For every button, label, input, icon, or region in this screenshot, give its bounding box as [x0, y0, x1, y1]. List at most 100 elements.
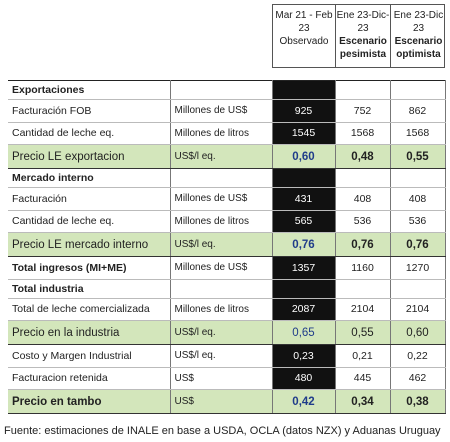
row-label: Precio en tambo — [8, 389, 171, 414]
cell-value: 1568 — [390, 122, 446, 145]
cell-value: 0,55 — [335, 320, 391, 345]
cell — [170, 168, 273, 188]
row-unit: Millones de litros — [170, 210, 273, 233]
row-unit: US$/l eq. — [170, 320, 273, 345]
table-row: Precio en la industria US$/l eq. 0,65 0,55 0… — [8, 320, 446, 345]
cell — [390, 80, 446, 100]
cell-value: 0,34 — [335, 389, 391, 414]
table-row: Costo y Margen Industrial US$/l eq. 0,23 0,… — [8, 344, 446, 368]
cell-value: 1545 — [272, 122, 336, 145]
cell-value: 0,22 — [390, 344, 446, 368]
cell-value: 1568 — [335, 122, 391, 145]
cell-value: 0,48 — [335, 144, 391, 169]
cell-value: 536 — [390, 210, 446, 233]
row-unit: US$/l eq. — [170, 144, 273, 169]
cell-value: 408 — [335, 187, 391, 211]
cell-value: 0,76 — [335, 232, 391, 257]
cell-value: 445 — [335, 367, 391, 390]
table-row: Facturación FOB Millones de US$ 925 752 862 — [8, 99, 446, 123]
cell-value: 480 — [272, 367, 336, 390]
table-row: Cantidad de leche eq. Millones de litros 1… — [8, 122, 446, 145]
cell-value: 0,60 — [390, 320, 446, 345]
column-header: Mar 21 - Feb 23 Observado — [273, 5, 336, 67]
cell-value: 565 — [272, 210, 336, 233]
cell-value: 0,55 — [390, 144, 446, 169]
cell-value: 862 — [390, 99, 446, 123]
column-scenario: Escenario optimista — [394, 36, 443, 60]
cell — [335, 278, 391, 299]
cell-value: 0,23 — [272, 344, 336, 368]
cell-value: 1270 — [390, 256, 446, 280]
column-header: Ene 23-Dic-23 Escenario pesimista — [336, 5, 391, 67]
table-row: Precio en tambo US$ 0,42 0,34 0,38 — [8, 389, 446, 414]
cell-value: 2087 — [272, 298, 336, 321]
cell — [272, 168, 336, 188]
row-unit: Millones de litros — [170, 298, 273, 321]
cell-value: 0,76 — [272, 232, 336, 257]
column-headers: Mar 21 - Feb 23 Observado Ene 23-Dic-23 Esc… — [272, 4, 445, 68]
cell — [272, 80, 336, 100]
row-unit: Millones de US$ — [170, 99, 273, 123]
row-label: Cantidad de leche eq. — [8, 210, 171, 233]
row-label: Total ingresos (MI+ME) — [8, 256, 171, 280]
cell-value: 0,38 — [390, 389, 446, 414]
row-label: Facturación FOB — [8, 99, 171, 123]
row-label: Precio LE exportacion — [8, 144, 171, 169]
section-row: Exportaciones — [8, 80, 446, 100]
column-period: Mar 21 - Feb 23 — [275, 10, 333, 34]
source-note: Fuente: estimaciones de INALE en base a … — [4, 425, 441, 437]
cell-value: 752 — [335, 99, 391, 123]
cell-value: 0,60 — [272, 144, 336, 169]
table-row: Cantidad de leche eq. Millones de litros 5… — [8, 210, 446, 233]
column-scenario: Observado — [279, 36, 329, 47]
cell-value: 925 — [272, 99, 336, 123]
row-unit: US$/l eq. — [170, 232, 273, 257]
row-label: Costo y Margen Industrial — [8, 344, 171, 368]
row-unit: Millones de litros — [170, 122, 273, 145]
table-row: Total de leche comercializada Millones de… — [8, 298, 446, 321]
row-unit: US$ — [170, 367, 273, 390]
row-unit: US$ — [170, 389, 273, 414]
cell-value: 462 — [390, 367, 446, 390]
table-row: Precio LE exportacion US$/l eq. 0,60 0,48 0,… — [8, 144, 446, 169]
cell-value: 2104 — [335, 298, 391, 321]
row-label: Precio LE mercado interno — [8, 232, 171, 257]
cell — [390, 168, 446, 188]
row-label: Total industria — [8, 278, 171, 299]
cell-value: 0,21 — [335, 344, 391, 368]
row-unit: Millones de US$ — [170, 256, 273, 280]
row-label: Total de leche comercializada — [8, 298, 171, 321]
column-header: Ene 23-Dic 23 Escenario optimista — [391, 5, 446, 67]
cell — [390, 278, 446, 299]
cell-value: 2104 — [390, 298, 446, 321]
table-row: Total ingresos (MI+ME) Millones de US$ 135… — [8, 256, 446, 280]
cell — [170, 80, 273, 100]
row-label: Cantidad de leche eq. — [8, 122, 171, 145]
table-row: Precio LE mercado interno US$/l eq. 0,76 0,… — [8, 232, 446, 257]
cell — [272, 278, 336, 299]
cell-value: 1357 — [272, 256, 336, 280]
column-period: Ene 23-Dic 23 — [393, 10, 444, 34]
column-scenario: Escenario pesimista — [339, 36, 387, 60]
cell-value: 536 — [335, 210, 391, 233]
row-label: Exportaciones — [8, 80, 171, 100]
cell-value: 431 — [272, 187, 336, 211]
cell — [335, 80, 391, 100]
cell-value: 0,65 — [272, 320, 336, 345]
cell-value: 1160 — [335, 256, 391, 280]
row-label: Facturación — [8, 187, 171, 211]
cell — [335, 168, 391, 188]
row-label: Facturacion retenida — [8, 367, 171, 390]
data-table: Exportaciones Facturación FOB Millones de … — [8, 80, 446, 414]
table-row: Facturacion retenida US$ 480 445 462 — [8, 367, 446, 390]
row-label: Precio en la industria — [8, 320, 171, 345]
cell — [170, 278, 273, 299]
row-label: Mercado interno — [8, 168, 171, 188]
row-unit: Millones de US$ — [170, 187, 273, 211]
cell-value: 408 — [390, 187, 446, 211]
section-row: Mercado interno — [8, 168, 446, 188]
row-unit: US$/l eq. — [170, 344, 273, 368]
section-row: Total industria — [8, 278, 446, 299]
column-period: Ene 23-Dic-23 — [336, 10, 390, 34]
